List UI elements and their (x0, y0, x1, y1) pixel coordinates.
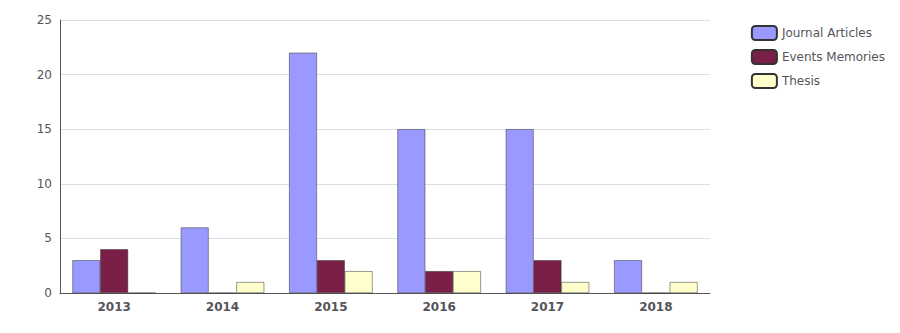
svg-text:Thesis: Thesis (781, 74, 820, 88)
svg-text:2014: 2014 (206, 300, 239, 314)
svg-text:15: 15 (37, 122, 52, 136)
svg-text:5: 5 (44, 231, 52, 245)
svg-text:0: 0 (44, 286, 52, 300)
svg-text:10: 10 (37, 177, 52, 191)
svg-text:2016: 2016 (422, 300, 455, 314)
svg-text:2013: 2013 (97, 300, 130, 314)
svg-text:Journal Articles: Journal Articles (781, 26, 872, 40)
svg-text:20: 20 (37, 68, 52, 82)
svg-text:2015: 2015 (314, 300, 347, 314)
svg-text:25: 25 (37, 13, 52, 27)
svg-text:2017: 2017 (531, 300, 564, 314)
svg-text:Events Memories: Events Memories (782, 50, 885, 64)
svg-text:2018: 2018 (639, 300, 672, 314)
